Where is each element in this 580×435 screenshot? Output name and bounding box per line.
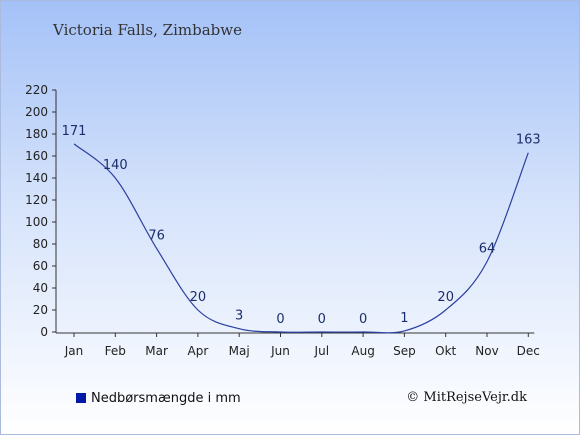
y-tick-label: 140 <box>25 171 48 185</box>
x-tick-label: Jan <box>64 344 84 358</box>
data-label: 20 <box>190 290 207 305</box>
x-tick-label: Aug <box>351 344 374 358</box>
data-label: 0 <box>276 312 284 327</box>
axes <box>52 89 535 337</box>
data-label: 1 <box>400 311 408 326</box>
x-tick-label: Dec <box>517 344 540 358</box>
y-tick-label: 60 <box>33 259 48 273</box>
data-label: 171 <box>62 124 87 139</box>
y-tick-label: 200 <box>25 105 48 119</box>
data-label: 0 <box>359 312 367 327</box>
data-label: 140 <box>103 158 128 173</box>
chart-title: Victoria Falls, Zimbabwe <box>53 21 242 39</box>
data-label: 0 <box>318 312 326 327</box>
y-tick-label: 20 <box>33 303 48 317</box>
data-labels: 171 140 76 20 3 0 0 0 1 20 64 163 <box>62 124 541 327</box>
y-tick-label: 120 <box>25 193 48 207</box>
legend: Nedbørsmængde i mm <box>76 391 241 406</box>
x-tick-label: Okt <box>435 344 456 358</box>
x-tick-label: Feb <box>105 344 126 358</box>
x-tick-label: Sep <box>393 344 416 358</box>
y-tick-label: 0 <box>40 325 48 339</box>
y-tick-label: 160 <box>25 149 48 163</box>
legend-label: Nedbørsmængde i mm <box>91 391 241 406</box>
data-label: 3 <box>235 309 243 324</box>
data-label: 64 <box>479 242 496 257</box>
x-tick-label: Apr <box>188 344 209 358</box>
y-tick-label: 220 <box>25 83 48 97</box>
data-label: 76 <box>148 228 165 243</box>
y-tick-label: 80 <box>33 237 48 251</box>
y-tick-label: 100 <box>25 215 48 229</box>
y-tick-label: 180 <box>25 127 48 141</box>
rainfall-line <box>73 143 529 334</box>
legend-swatch <box>76 393 86 403</box>
x-tick-label: Nov <box>475 344 498 358</box>
x-tick-label: Maj <box>229 344 250 358</box>
x-tick-label: Mar <box>145 344 168 358</box>
y-tick-label: 40 <box>33 281 48 295</box>
credit: © MitRejseVejr.dk <box>406 390 527 405</box>
data-label: 163 <box>516 133 541 148</box>
data-label: 20 <box>437 290 454 305</box>
x-tick-label: Jun <box>270 344 290 358</box>
x-tick-label: Jul <box>314 344 329 358</box>
